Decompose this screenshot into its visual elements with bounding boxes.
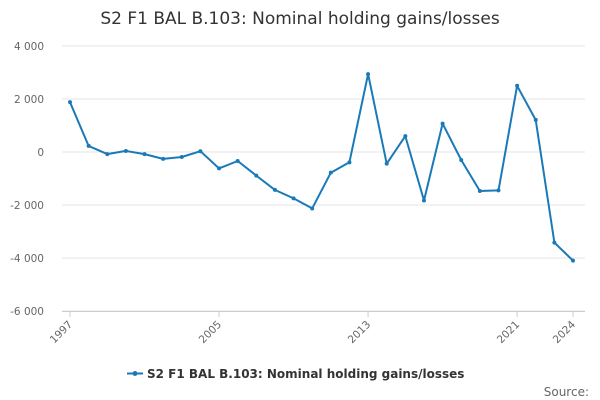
data-point[interactable]	[272, 187, 277, 192]
data-point[interactable]	[105, 152, 110, 157]
chart-title: S2 F1 BAL B.103: Nominal holding gains/l…	[100, 9, 500, 29]
data-point[interactable]	[328, 170, 333, 175]
data-point[interactable]	[515, 83, 520, 88]
data-point[interactable]	[421, 198, 426, 203]
data-point[interactable]	[440, 121, 445, 126]
data-point[interactable]	[123, 148, 128, 153]
y-tick-label: 2 000	[14, 94, 44, 106]
data-point[interactable]	[291, 196, 296, 201]
grid-lines	[62, 45, 585, 312]
y-tick-label: -4 000	[10, 253, 44, 265]
data-point[interactable]	[310, 206, 315, 211]
data-point[interactable]	[366, 72, 371, 77]
data-point[interactable]	[217, 166, 222, 171]
data-point[interactable]	[68, 100, 72, 105]
legend[interactable]: S2 F1 BAL B.103: Nominal holding gains/l…	[127, 367, 464, 381]
x-tick-label: 2024	[551, 318, 579, 346]
data-point[interactable]	[533, 117, 538, 122]
data-point[interactable]	[86, 143, 91, 148]
legend-label: S2 F1 BAL B.103: Nominal holding gains/l…	[147, 367, 464, 381]
data-point[interactable]	[459, 157, 464, 162]
data-point[interactable]	[198, 149, 203, 154]
source-label[interactable]: Source:	[544, 385, 589, 399]
legend-marker	[132, 371, 138, 376]
data-point[interactable]	[161, 156, 166, 161]
y-tick-label: -2 000	[10, 200, 44, 212]
x-tick-label: 1997	[48, 319, 75, 346]
y-axis-ticks: 4 000 2 000 0 -2 000 -4 000 -6 000	[10, 41, 44, 318]
x-tick-label: 2013	[346, 319, 373, 346]
data-point[interactable]	[254, 173, 259, 178]
series-layer	[68, 72, 575, 263]
data-point[interactable]	[179, 155, 184, 160]
data-point[interactable]	[571, 258, 575, 263]
data-point[interactable]	[496, 188, 501, 193]
data-point[interactable]	[477, 188, 482, 193]
x-axis: 1997 2005 2013 2021 2024	[48, 311, 585, 346]
y-tick-label: 0	[37, 147, 44, 159]
x-tick-label: 2021	[495, 319, 522, 346]
y-tick-label: 4 000	[14, 41, 44, 53]
y-tick-label: -6 000	[10, 306, 44, 318]
data-point[interactable]	[552, 240, 557, 245]
data-point[interactable]	[142, 152, 147, 157]
data-point[interactable]	[235, 159, 240, 164]
data-point[interactable]	[347, 160, 352, 165]
series-line[interactable]	[69, 73, 574, 262]
data-point[interactable]	[403, 134, 408, 139]
data-point[interactable]	[384, 161, 389, 166]
x-tick-label: 2005	[197, 319, 224, 346]
